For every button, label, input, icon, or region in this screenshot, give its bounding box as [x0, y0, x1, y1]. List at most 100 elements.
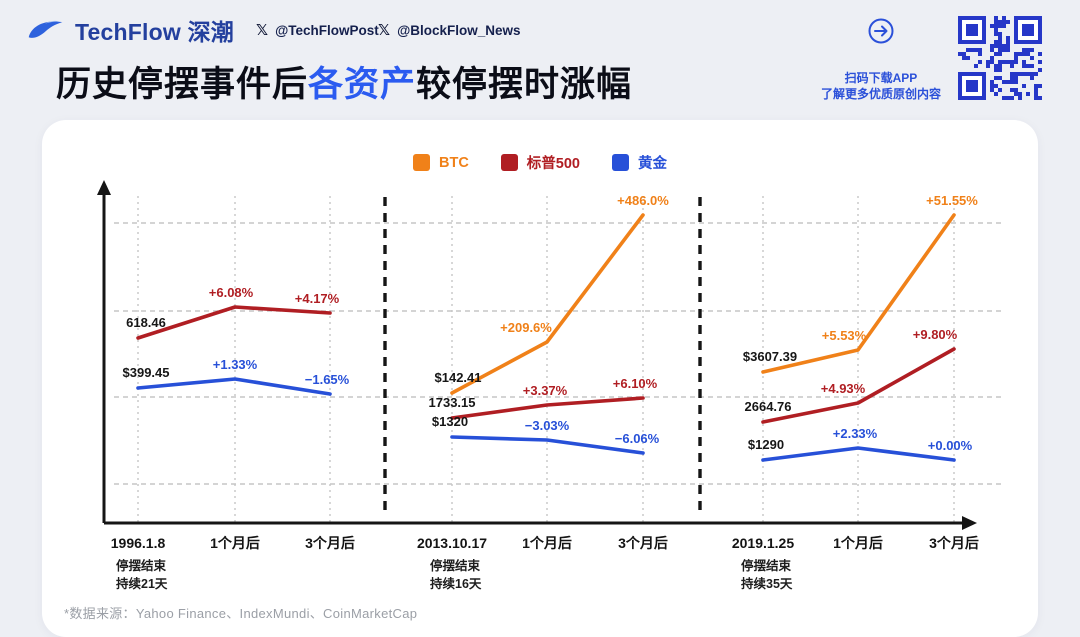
series-line-sp500	[761, 347, 956, 424]
qr-module	[990, 60, 994, 64]
qr-module	[1018, 92, 1022, 96]
qr-module	[998, 60, 1002, 64]
qr-module	[978, 60, 982, 64]
qr-module	[986, 64, 990, 68]
x-handle-label: @BlockFlow_News	[397, 22, 521, 38]
qr-module	[994, 40, 998, 44]
legend-item-gold: 黄金	[612, 152, 667, 173]
qr-module	[994, 68, 998, 72]
qr-caption-block: 扫码下载APP 了解更多优质原创内容	[818, 18, 944, 102]
qr-module	[998, 32, 1002, 36]
pct-change-label: +5.53%	[822, 328, 867, 343]
qr-module	[958, 52, 962, 56]
start-value-label: 2664.76	[745, 399, 792, 414]
qr-module	[1002, 80, 1006, 84]
legend-swatch-sp500	[500, 154, 518, 171]
title-prefix: 历史停摆事件后	[56, 65, 309, 104]
qr-module	[1038, 52, 1042, 56]
x-handle-techflowpost[interactable]: 𝕏 @TechFlowPost	[256, 21, 379, 39]
chart-card	[42, 120, 1038, 637]
qr-module	[1034, 96, 1038, 100]
series-line-gold	[450, 435, 645, 455]
qr-module	[1006, 96, 1010, 100]
pct-change-label: +1.33%	[213, 357, 258, 372]
x-handle-blockflownews[interactable]: 𝕏 @BlockFlow_News	[378, 21, 521, 39]
qr-module	[998, 20, 1002, 24]
qr-module	[1002, 20, 1006, 24]
series-line-gold	[761, 446, 956, 462]
brand-logo[interactable]: TechFlow 深潮	[26, 13, 234, 47]
qr-module	[1034, 84, 1038, 88]
legend-label: 标普500	[526, 156, 580, 172]
arrow-right-circle-icon[interactable]	[868, 18, 894, 44]
pct-change-label: −3.03%	[525, 418, 570, 433]
qr-module	[994, 64, 998, 68]
qr-module	[1022, 64, 1026, 68]
qr-module	[998, 44, 1002, 48]
event-note: 持续21天	[116, 576, 168, 591]
qr-module	[1026, 48, 1030, 52]
qr-module	[1022, 84, 1026, 88]
qr-module	[962, 52, 966, 56]
x-logo-icon: 𝕏	[378, 22, 391, 39]
qr-module	[1034, 92, 1038, 96]
pct-change-label: +0.00%	[928, 438, 973, 453]
qr-module	[1030, 72, 1034, 76]
qr-module	[998, 76, 1002, 80]
x-axis-arrow	[962, 516, 977, 530]
qr-module	[970, 48, 974, 52]
qr-caption-line1: 扫码下载APP	[844, 71, 918, 85]
x-tick-label: 1个月后	[522, 535, 572, 551]
qr-module	[994, 44, 998, 48]
qr-module	[990, 24, 994, 28]
qr-module	[1010, 88, 1014, 92]
qr-module	[994, 32, 998, 36]
qr-module	[998, 36, 1002, 40]
qr-module	[978, 52, 982, 56]
qr-module	[1014, 88, 1018, 92]
qr-module	[994, 92, 998, 96]
qr-module	[966, 56, 970, 60]
x-tick-label: 3个月后	[618, 535, 668, 551]
qr-module	[1002, 16, 1006, 20]
qr-module	[998, 52, 1002, 56]
qr-module	[1014, 92, 1018, 96]
legend-item-sp500: 标普500	[500, 152, 580, 173]
qr-module	[998, 64, 1002, 68]
qr-code[interactable]	[958, 16, 1042, 100]
qr-module	[1038, 96, 1042, 100]
qr-module	[974, 64, 978, 68]
qr-module	[990, 80, 994, 84]
qr-module	[1018, 52, 1022, 56]
event-note: 停摆结束	[116, 558, 167, 573]
qr-module	[1022, 60, 1026, 64]
pct-change-label: +486.0%	[617, 193, 669, 208]
qr-module	[1002, 60, 1006, 64]
qr-module	[998, 40, 1002, 44]
qr-module	[1034, 72, 1038, 76]
start-value-label: $142.41	[435, 370, 482, 385]
qr-module	[994, 28, 998, 32]
qr-module	[1002, 44, 1006, 48]
qr-module	[1022, 52, 1026, 56]
pct-change-label: +209.6%	[500, 320, 552, 335]
qr-module	[994, 52, 998, 56]
qr-module	[1030, 48, 1034, 52]
start-value-label: 618.46	[126, 315, 166, 330]
pct-change-label: +4.93%	[821, 381, 866, 396]
qr-module	[1010, 80, 1014, 84]
pct-change-label: +9.80%	[913, 327, 958, 342]
event-note: 持续16天	[430, 576, 482, 591]
qr-module	[1034, 88, 1038, 92]
pct-change-label: +6.08%	[209, 285, 254, 300]
series-line-gold	[136, 377, 332, 396]
qr-module	[1006, 80, 1010, 84]
qr-module	[1030, 64, 1034, 68]
qr-module	[966, 80, 978, 92]
title-suffix: 较停摆时涨幅	[416, 65, 633, 104]
qr-module	[1022, 48, 1026, 52]
legend-label: BTC	[438, 154, 469, 171]
qr-module	[998, 24, 1002, 28]
qr-module	[1014, 80, 1018, 84]
